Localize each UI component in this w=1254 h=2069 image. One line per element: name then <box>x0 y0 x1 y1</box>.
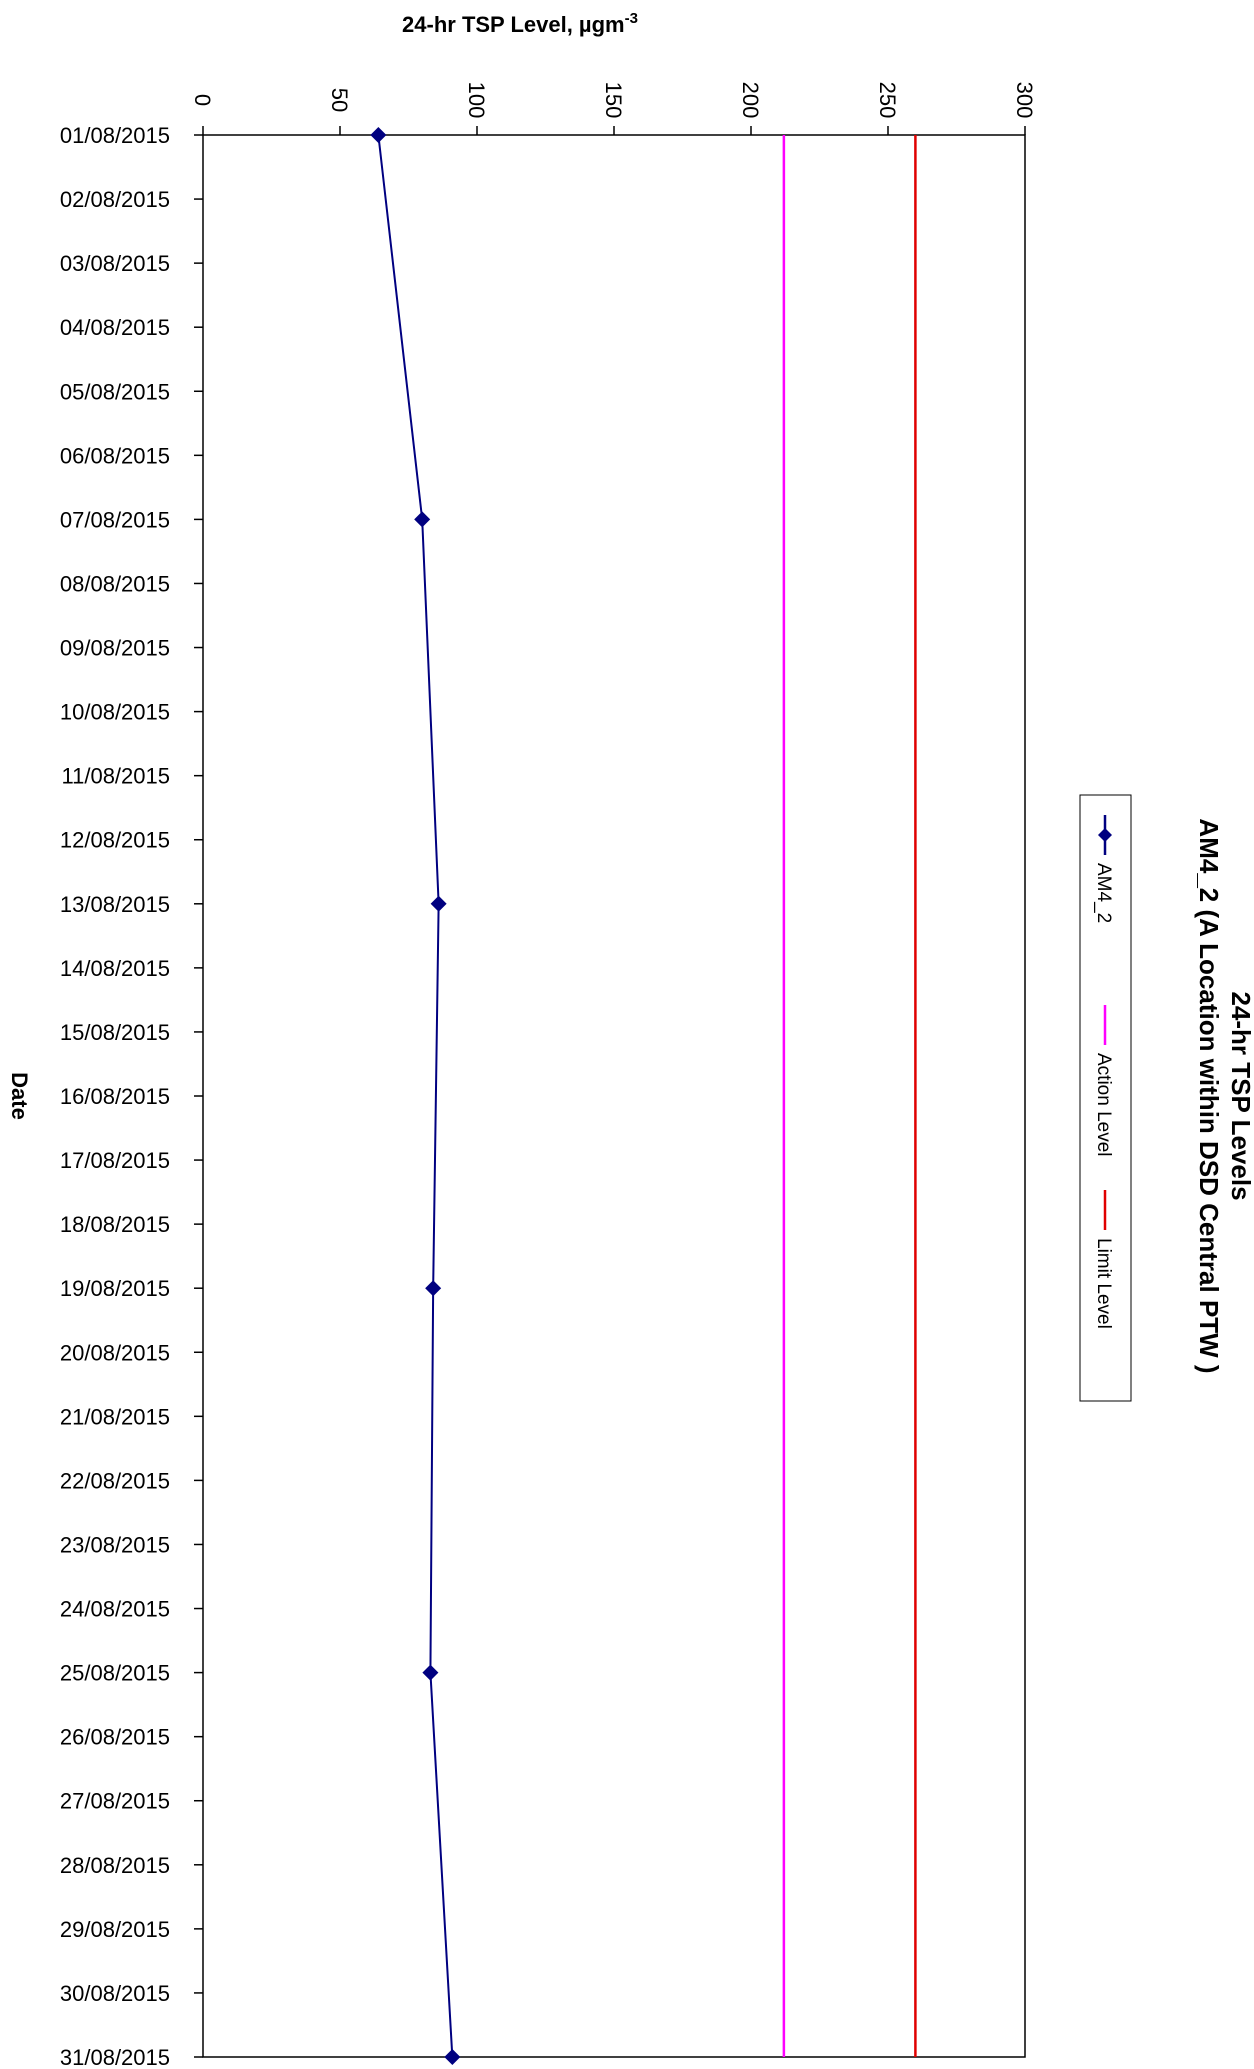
date-tick-label: 05/08/2015 <box>60 379 170 404</box>
date-tick-label: 09/08/2015 <box>60 636 170 661</box>
value-tick-label: 200 <box>738 82 763 119</box>
value-tick-label: 50 <box>327 88 352 112</box>
axis-ticks <box>194 126 1026 2058</box>
legend: AM4_2 Action Level Limit Level <box>1079 794 1132 1402</box>
date-tick-label: 24/08/2015 <box>60 1597 170 1622</box>
date-tick-label: 11/08/2015 <box>62 764 170 789</box>
data-point-marker <box>425 1280 442 1297</box>
date-tick-label: 18/08/2015 <box>60 1212 170 1237</box>
date-tick-label: 26/08/2015 <box>60 1725 170 1750</box>
date-tick-label: 14/08/2015 <box>60 956 170 981</box>
legend-label: Limit Level <box>1093 1238 1114 1329</box>
date-tick-label: 01/08/2015 <box>60 123 170 148</box>
date-tick-label: 30/08/2015 <box>60 1981 170 2006</box>
date-tick-label: 07/08/2015 <box>60 507 170 532</box>
date-tick-label: 04/08/2015 <box>60 315 170 340</box>
date-tick-label: 21/08/2015 <box>60 1404 170 1429</box>
date-tick-label: 27/08/2015 <box>60 1789 170 1814</box>
plot-area <box>202 134 1026 2058</box>
legend-label: Action Level <box>1093 1053 1114 1157</box>
value-tick-label: 300 <box>1012 82 1037 119</box>
data-point-marker <box>414 511 431 528</box>
date-tick-label: 13/08/2015 <box>60 892 170 917</box>
x-axis-title: Date <box>7 1072 32 1120</box>
legend-box <box>1079 794 1132 1402</box>
value-tick-label: 250 <box>875 82 900 119</box>
series-markers <box>370 127 461 2065</box>
date-tick-label: 16/08/2015 <box>60 1084 170 1109</box>
legend-marker <box>1098 828 1112 842</box>
date-tick-label: 31/08/2015 <box>60 2045 170 2069</box>
value-tick-label: 100 <box>464 82 489 119</box>
chart-title: 24-hr TSP Levels <box>1226 991 1254 1200</box>
date-tick-label: 10/08/2015 <box>60 700 170 725</box>
date-tick-label: 29/08/2015 <box>60 1917 170 1942</box>
legend-label: AM4_2 <box>1093 863 1114 923</box>
y-axis-title: 24-hr TSP Level, µgm-3 <box>402 10 638 37</box>
date-tick-label: 23/08/2015 <box>60 1532 170 1557</box>
date-tick-label: 03/08/2015 <box>60 251 170 276</box>
data-point-marker <box>430 895 447 912</box>
data-point-marker <box>444 2049 461 2065</box>
chart-subtitle: AM4_2 (A Location within DSD Central PTW… <box>1194 818 1224 1373</box>
date-tick-label: 17/08/2015 <box>60 1148 170 1173</box>
date-tick-label: 08/08/2015 <box>60 571 170 596</box>
series-line <box>377 134 454 2058</box>
date-tick-label: 25/08/2015 <box>60 1661 170 1686</box>
date-tick-label: 19/08/2015 <box>60 1276 170 1301</box>
series-lines <box>377 134 917 2058</box>
value-tick-label: 150 <box>601 82 626 119</box>
date-tick-label: 15/08/2015 <box>60 1020 170 1045</box>
date-tick-label: 06/08/2015 <box>60 443 170 468</box>
date-tick-label: 20/08/2015 <box>60 1340 170 1365</box>
date-tick-label: 12/08/2015 <box>60 828 170 853</box>
value-tick-label: 0 <box>190 94 215 106</box>
data-point-marker <box>370 127 387 143</box>
data-point-marker <box>422 1664 439 1681</box>
date-tick-label: 28/08/2015 <box>60 1853 170 1878</box>
tick-labels: 0 50 100 150 200 250 300 01/08/2015 02/08/2015 03… <box>60 82 1037 2069</box>
date-tick-label: 22/08/2015 <box>60 1468 170 1493</box>
date-tick-label: 02/08/2015 <box>60 187 170 212</box>
